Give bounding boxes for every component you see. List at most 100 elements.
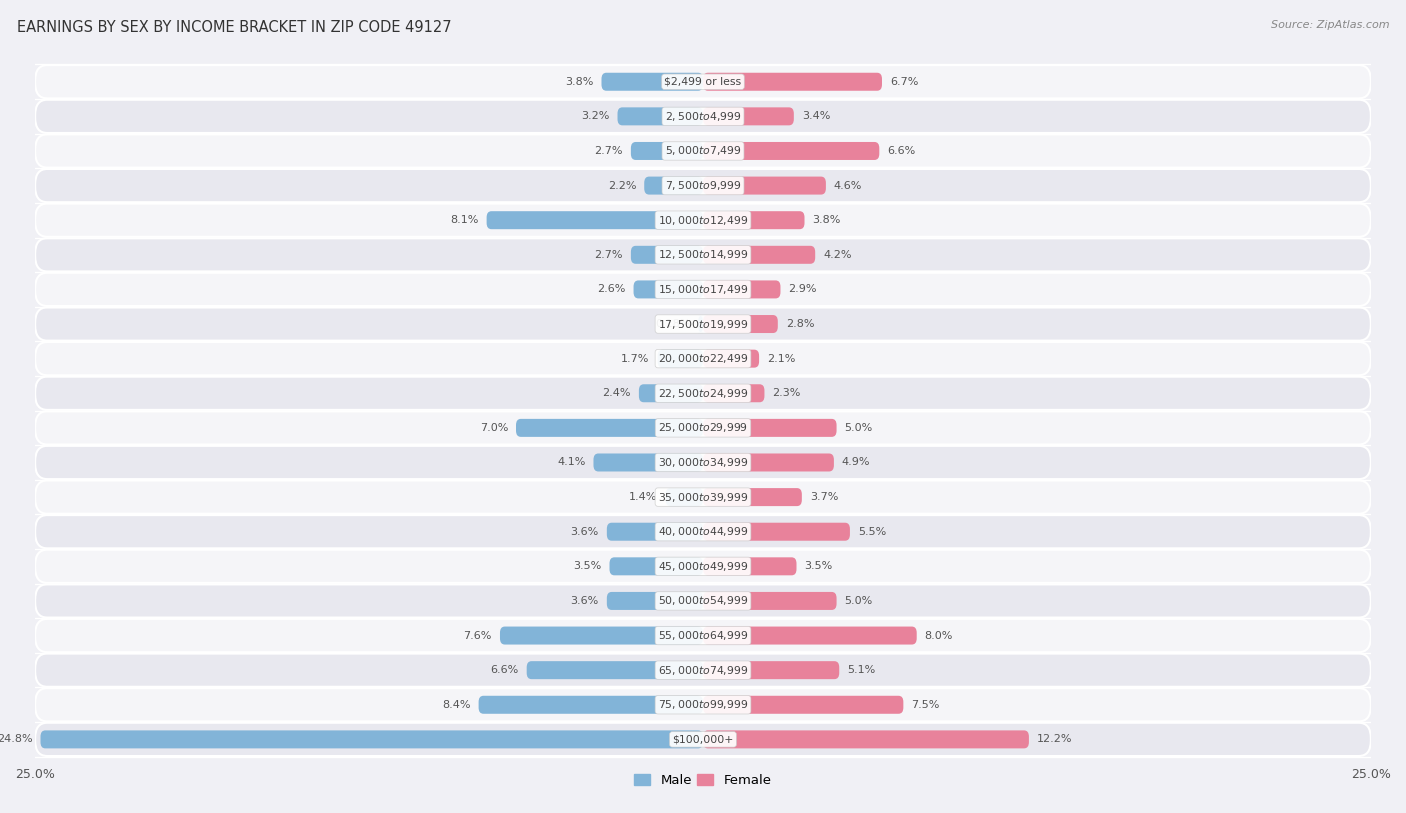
Text: 7.6%: 7.6% <box>464 631 492 641</box>
Text: Source: ZipAtlas.com: Source: ZipAtlas.com <box>1271 20 1389 30</box>
FancyBboxPatch shape <box>703 730 1029 749</box>
Text: $25,000 to $29,999: $25,000 to $29,999 <box>658 421 748 434</box>
FancyBboxPatch shape <box>631 142 703 160</box>
FancyBboxPatch shape <box>35 100 1371 133</box>
FancyBboxPatch shape <box>703 280 780 298</box>
Text: 12.2%: 12.2% <box>1036 734 1073 745</box>
Text: 2.7%: 2.7% <box>595 250 623 260</box>
Text: 7.5%: 7.5% <box>911 700 939 710</box>
Text: 3.5%: 3.5% <box>574 561 602 572</box>
FancyBboxPatch shape <box>35 515 1371 548</box>
FancyBboxPatch shape <box>478 696 703 714</box>
FancyBboxPatch shape <box>35 342 1371 376</box>
FancyBboxPatch shape <box>703 592 837 610</box>
FancyBboxPatch shape <box>35 273 1371 306</box>
Text: 6.7%: 6.7% <box>890 76 918 87</box>
FancyBboxPatch shape <box>703 488 801 506</box>
FancyBboxPatch shape <box>644 176 703 194</box>
FancyBboxPatch shape <box>35 203 1371 237</box>
FancyBboxPatch shape <box>35 480 1371 514</box>
Text: $22,500 to $24,999: $22,500 to $24,999 <box>658 387 748 400</box>
FancyBboxPatch shape <box>35 550 1371 583</box>
Text: 2.4%: 2.4% <box>602 389 631 398</box>
Text: 2.7%: 2.7% <box>595 146 623 156</box>
Text: 0.18%: 0.18% <box>655 319 690 329</box>
Text: 8.1%: 8.1% <box>450 215 478 225</box>
Text: 24.8%: 24.8% <box>0 734 32 745</box>
FancyBboxPatch shape <box>703 523 849 541</box>
FancyBboxPatch shape <box>703 176 825 194</box>
Text: $17,500 to $19,999: $17,500 to $19,999 <box>658 318 748 331</box>
Text: $7,500 to $9,999: $7,500 to $9,999 <box>665 179 741 192</box>
FancyBboxPatch shape <box>35 723 1371 756</box>
FancyBboxPatch shape <box>631 246 703 263</box>
Text: $2,500 to $4,999: $2,500 to $4,999 <box>665 110 741 123</box>
FancyBboxPatch shape <box>634 280 703 298</box>
Text: $2,499 or less: $2,499 or less <box>665 76 741 87</box>
FancyBboxPatch shape <box>35 65 1371 98</box>
FancyBboxPatch shape <box>703 211 804 229</box>
FancyBboxPatch shape <box>703 246 815 263</box>
FancyBboxPatch shape <box>703 558 796 576</box>
Text: $30,000 to $34,999: $30,000 to $34,999 <box>658 456 748 469</box>
Text: EARNINGS BY SEX BY INCOME BRACKET IN ZIP CODE 49127: EARNINGS BY SEX BY INCOME BRACKET IN ZIP… <box>17 20 451 35</box>
FancyBboxPatch shape <box>35 688 1371 721</box>
Text: 6.6%: 6.6% <box>491 665 519 675</box>
FancyBboxPatch shape <box>35 619 1371 652</box>
FancyBboxPatch shape <box>35 134 1371 167</box>
FancyBboxPatch shape <box>35 446 1371 479</box>
Text: 5.1%: 5.1% <box>848 665 876 675</box>
FancyBboxPatch shape <box>703 142 879 160</box>
FancyBboxPatch shape <box>665 488 703 506</box>
Text: 3.6%: 3.6% <box>571 527 599 537</box>
Text: 2.1%: 2.1% <box>768 354 796 363</box>
Text: 2.6%: 2.6% <box>598 285 626 294</box>
Text: 6.6%: 6.6% <box>887 146 915 156</box>
Legend: Male, Female: Male, Female <box>628 768 778 792</box>
Text: $40,000 to $44,999: $40,000 to $44,999 <box>658 525 748 538</box>
Text: 2.9%: 2.9% <box>789 285 817 294</box>
Text: $10,000 to $12,499: $10,000 to $12,499 <box>658 214 748 227</box>
FancyBboxPatch shape <box>703 107 794 125</box>
Text: $12,500 to $14,999: $12,500 to $14,999 <box>658 248 748 261</box>
Text: 2.3%: 2.3% <box>772 389 801 398</box>
FancyBboxPatch shape <box>638 385 703 402</box>
Text: 5.0%: 5.0% <box>845 423 873 433</box>
Text: $100,000+: $100,000+ <box>672 734 734 745</box>
FancyBboxPatch shape <box>602 72 703 91</box>
FancyBboxPatch shape <box>35 411 1371 445</box>
Text: 3.4%: 3.4% <box>801 111 830 121</box>
FancyBboxPatch shape <box>703 696 903 714</box>
Text: $45,000 to $49,999: $45,000 to $49,999 <box>658 560 748 573</box>
FancyBboxPatch shape <box>607 523 703 541</box>
FancyBboxPatch shape <box>703 419 837 437</box>
FancyBboxPatch shape <box>35 585 1371 618</box>
Text: 4.6%: 4.6% <box>834 180 862 190</box>
Text: 3.6%: 3.6% <box>571 596 599 606</box>
Text: 3.5%: 3.5% <box>804 561 832 572</box>
Text: 5.0%: 5.0% <box>845 596 873 606</box>
Text: 3.7%: 3.7% <box>810 492 838 502</box>
FancyBboxPatch shape <box>527 661 703 679</box>
Text: 4.2%: 4.2% <box>823 250 852 260</box>
FancyBboxPatch shape <box>703 72 882 91</box>
Text: $50,000 to $54,999: $50,000 to $54,999 <box>658 594 748 607</box>
Text: 4.1%: 4.1% <box>557 458 585 467</box>
Text: 8.4%: 8.4% <box>441 700 471 710</box>
FancyBboxPatch shape <box>703 627 917 645</box>
Text: 1.7%: 1.7% <box>621 354 650 363</box>
FancyBboxPatch shape <box>617 107 703 125</box>
FancyBboxPatch shape <box>593 454 703 472</box>
FancyBboxPatch shape <box>501 627 703 645</box>
FancyBboxPatch shape <box>703 454 834 472</box>
FancyBboxPatch shape <box>35 307 1371 341</box>
FancyBboxPatch shape <box>703 661 839 679</box>
Text: 2.2%: 2.2% <box>607 180 636 190</box>
FancyBboxPatch shape <box>607 592 703 610</box>
Text: $5,000 to $7,499: $5,000 to $7,499 <box>665 145 741 158</box>
FancyBboxPatch shape <box>703 385 765 402</box>
Text: $35,000 to $39,999: $35,000 to $39,999 <box>658 490 748 503</box>
FancyBboxPatch shape <box>486 211 703 229</box>
Text: $65,000 to $74,999: $65,000 to $74,999 <box>658 663 748 676</box>
Text: 3.8%: 3.8% <box>813 215 841 225</box>
